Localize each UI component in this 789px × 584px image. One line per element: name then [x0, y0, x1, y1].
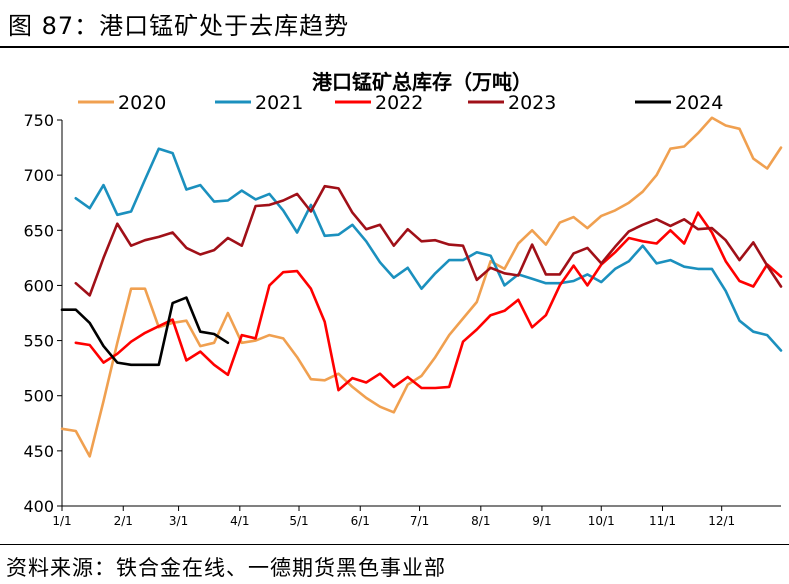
axis-layer: 400 450 500 550 600 650 700 750 1/1 2/1 3/1 4/1 5/1 6…	[23, 111, 781, 528]
bottom-rule	[0, 544, 789, 545]
y-tick-label: 750	[23, 111, 54, 130]
x-tick-label: 6/1	[351, 514, 370, 528]
legend-label-2024: 2024	[675, 92, 723, 114]
series-line-2024	[60, 296, 230, 367]
x-tick-label: 5/1	[289, 514, 308, 528]
series-line-2021	[74, 147, 783, 352]
x-tick-label: 1/1	[52, 514, 71, 528]
y-tick-label: 700	[23, 166, 54, 185]
y-tick-label: 550	[23, 332, 54, 351]
y-tick-label: 400	[23, 497, 54, 516]
top-rule	[0, 46, 789, 48]
series-line-2020	[60, 116, 783, 458]
y-tick-label: 650	[23, 221, 54, 240]
chart-title: 港口锰矿总库存（万吨）	[312, 70, 532, 94]
x-tick-label: 10/1	[588, 514, 615, 528]
x-tick-label: 7/1	[410, 514, 429, 528]
legend-label-2020: 2020	[118, 92, 166, 114]
figure-label: 图 87：港口锰矿处于去库趋势	[8, 12, 350, 40]
x-tick-label: 12/1	[708, 514, 735, 528]
legend-label-2022: 2022	[375, 92, 423, 114]
legend-label-2021: 2021	[255, 92, 303, 114]
x-tick-label: 4/1	[230, 514, 249, 528]
y-tick-label: 450	[23, 442, 54, 461]
x-tick-label: 11/1	[649, 514, 676, 528]
series-layer	[60, 116, 783, 458]
y-tick-label: 600	[23, 276, 54, 295]
x-tick-label: 2/1	[114, 514, 133, 528]
series-line-2023	[74, 184, 783, 297]
x-tick-label: 9/1	[532, 514, 551, 528]
x-tick-label: 8/1	[471, 514, 490, 528]
legend: 2020 2021 2022 2023 2024	[78, 92, 723, 114]
legend-label-2023: 2023	[508, 92, 556, 114]
source-note: 资料来源：铁合金在线、一德期货黑色事业部	[6, 556, 446, 580]
y-tick-label: 500	[23, 387, 54, 406]
x-tick-label: 3/1	[169, 514, 188, 528]
series-line-2022	[74, 211, 783, 392]
